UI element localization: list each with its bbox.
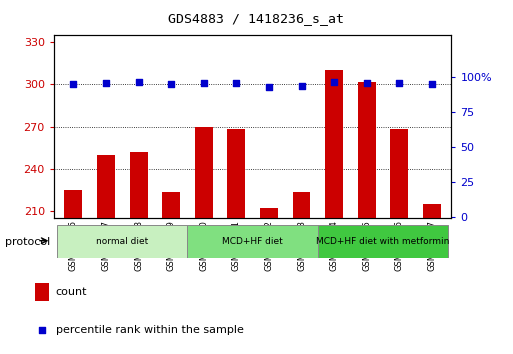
Bar — [187, 225, 318, 258]
Bar — [162, 193, 180, 218]
Bar — [195, 126, 213, 218]
Point — [428, 81, 436, 87]
Text: protocol: protocol — [5, 238, 50, 247]
Text: MCD+HF diet: MCD+HF diet — [222, 237, 283, 246]
Bar — [292, 193, 310, 218]
Text: percentile rank within the sample: percentile rank within the sample — [55, 325, 244, 335]
Bar — [130, 152, 148, 218]
Bar — [227, 129, 245, 218]
Point — [232, 80, 241, 86]
Text: GDS4883 / 1418236_s_at: GDS4883 / 1418236_s_at — [168, 12, 345, 25]
Point — [399, 92, 407, 98]
Point — [363, 80, 371, 86]
Bar — [57, 225, 187, 258]
Bar — [35, 282, 49, 301]
Text: count: count — [55, 287, 87, 297]
Bar — [65, 190, 83, 218]
Point — [330, 79, 338, 84]
Point — [265, 84, 273, 90]
Bar — [325, 70, 343, 218]
Point — [69, 81, 77, 87]
Bar — [260, 208, 278, 218]
Point — [102, 80, 110, 86]
Text: MCD+HF diet with metformin: MCD+HF diet with metformin — [317, 237, 450, 246]
Bar — [358, 82, 376, 218]
Point — [134, 79, 143, 84]
Point — [167, 81, 175, 87]
Text: normal diet: normal diet — [96, 237, 148, 246]
Bar — [390, 129, 408, 218]
Point — [298, 83, 306, 88]
Bar — [318, 225, 448, 258]
Bar — [423, 204, 441, 218]
Point — [200, 80, 208, 86]
Bar — [97, 155, 115, 218]
Point — [395, 80, 403, 86]
